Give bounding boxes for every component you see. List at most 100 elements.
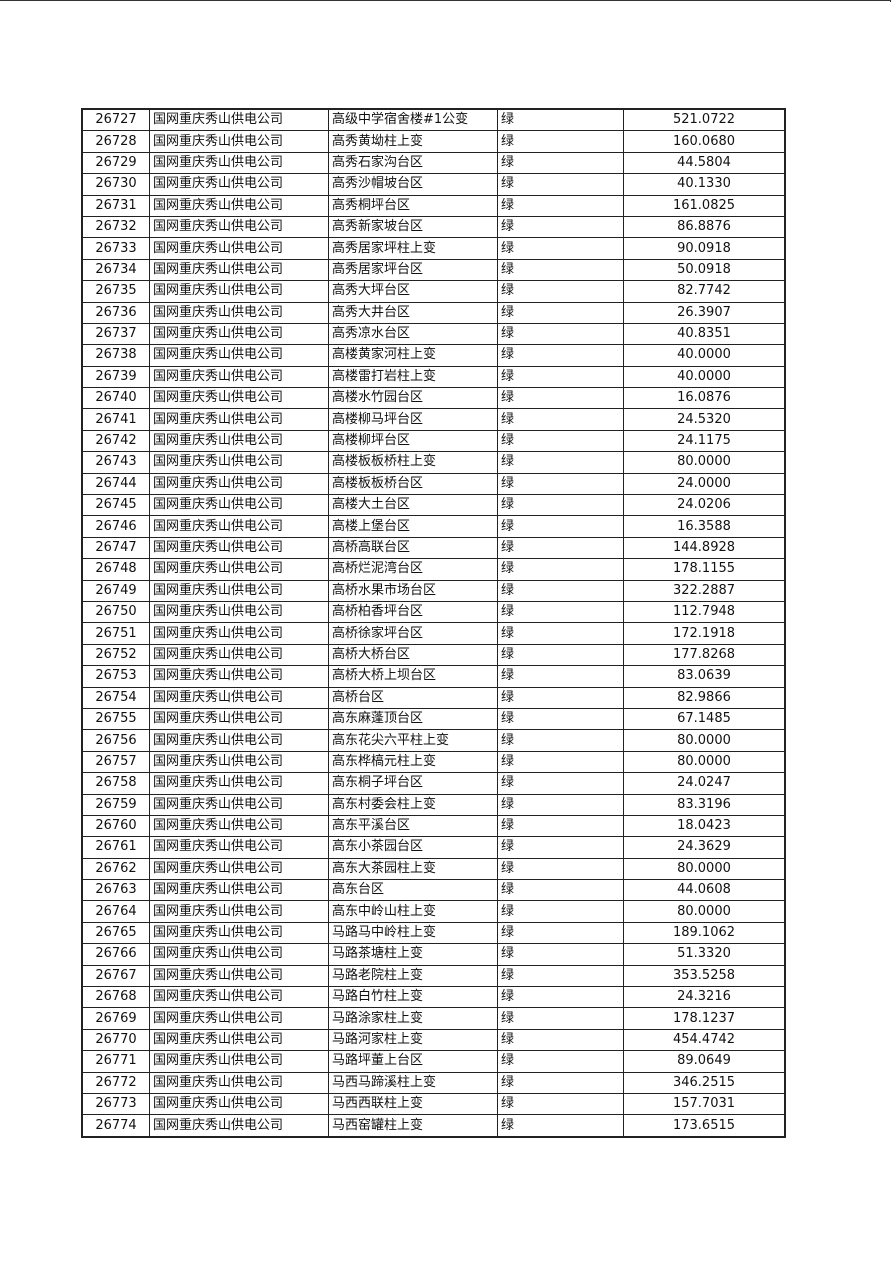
grade-cell: 绿 (497, 1050, 624, 1073)
table-row: 26739 国网重庆秀山供电公司 高楼雷打岩柱上变绿 40.0000 (81, 365, 786, 389)
station-name-cell: 高东村委会柱上变 (328, 793, 498, 816)
row-id-cell: 26744 (81, 472, 150, 496)
grade-cell: 绿 (497, 322, 624, 346)
table-row: 26754 国网重庆秀山供电公司 高桥台区绿 82.9866 (81, 686, 786, 709)
row-id-cell: 26762 (81, 857, 150, 881)
row-id-cell: 26749 (81, 579, 150, 602)
grade-cell: 绿 (497, 237, 624, 260)
table-row: 26760 国网重庆秀山供电公司 高东平溪台区绿 18.0423 (81, 814, 786, 838)
station-name-cell: 高楼黄家河柱上变 (328, 344, 498, 367)
station-name-cell: 高楼雷打岩柱上变 (328, 365, 498, 389)
value-cell: 40.8351 (623, 322, 786, 346)
station-name-cell: 高桥烂泥湾台区 (328, 558, 498, 581)
grade-cell: 绿 (497, 943, 624, 966)
value-cell: 40.1330 (623, 173, 786, 196)
value-cell: 353.5258 (623, 964, 786, 988)
value-cell: 178.1237 (623, 1007, 786, 1030)
table-row: 26762 国网重庆秀山供电公司 高东大茶园柱上变绿 80.0000 (81, 857, 786, 881)
company-cell: 国网重庆秀山供电公司 (149, 1092, 329, 1116)
value-cell: 44.5804 (623, 151, 786, 175)
value-cell: 40.0000 (623, 344, 786, 367)
value-cell: 24.0206 (623, 494, 786, 517)
table-row: 26745 国网重庆秀山供电公司 高楼大土台区绿 24.0206 (81, 494, 786, 517)
company-cell: 国网重庆秀山供电公司 (149, 429, 329, 453)
station-name-cell: 高楼板板桥台区 (328, 472, 498, 496)
company-cell: 国网重庆秀山供电公司 (149, 494, 329, 517)
row-id-cell: 26743 (81, 451, 150, 474)
value-cell: 24.0247 (623, 772, 786, 795)
value-cell: 24.3629 (623, 836, 786, 859)
value-cell: 90.0918 (623, 237, 786, 260)
station-name-cell: 高桥高联台区 (328, 536, 498, 560)
station-name-cell: 马路马中岭柱上变 (328, 921, 498, 945)
value-cell: 82.9866 (623, 686, 786, 709)
table-row: 26772 国网重庆秀山供电公司 马西马蹄溪柱上变绿 346.2515 (81, 1071, 786, 1094)
station-name-cell: 高桥台区 (328, 686, 498, 709)
grade-cell: 绿 (497, 921, 624, 945)
grade-cell: 绿 (497, 643, 624, 667)
company-cell: 国网重庆秀山供电公司 (149, 600, 329, 624)
value-cell: 67.1485 (623, 707, 786, 731)
value-cell: 18.0423 (623, 814, 786, 838)
grade-cell: 绿 (497, 451, 624, 474)
grade-cell: 绿 (497, 772, 624, 795)
row-id-cell: 26728 (81, 130, 150, 153)
grade-cell: 绿 (497, 707, 624, 731)
company-cell: 国网重庆秀山供电公司 (149, 301, 329, 324)
table-row: 26744 国网重庆秀山供电公司 高楼板板桥台区绿 24.0000 (81, 472, 786, 496)
page-corner-mark (890, 0, 891, 2)
row-id-cell: 26760 (81, 814, 150, 838)
table-row: 26757 国网重庆秀山供电公司 高东桦槁元柱上变绿 80.0000 (81, 750, 786, 774)
table-row: 26758 国网重庆秀山供电公司 高东桐子坪台区绿 24.0247 (81, 772, 786, 795)
station-name-cell: 高秀新家坡台区 (328, 215, 498, 239)
value-cell: 82.7742 (623, 280, 786, 303)
grade-cell: 绿 (497, 986, 624, 1009)
value-cell: 16.3588 (623, 515, 786, 538)
row-id-cell: 26756 (81, 729, 150, 752)
table-row: 26767 国网重庆秀山供电公司 马路老院柱上变绿 353.5258 (81, 964, 786, 988)
row-id-cell: 26761 (81, 836, 150, 859)
company-cell: 国网重庆秀山供电公司 (149, 173, 329, 196)
table-row: 26742 国网重庆秀山供电公司 高楼柳坪台区绿 24.1175 (81, 429, 786, 453)
row-id-cell: 26731 (81, 194, 150, 217)
company-cell: 国网重庆秀山供电公司 (149, 387, 329, 410)
station-name-cell: 高东平溪台区 (328, 814, 498, 838)
row-id-cell: 26748 (81, 558, 150, 581)
grade-cell: 绿 (497, 900, 624, 923)
station-name-cell: 马西窑罐柱上变 (328, 1114, 498, 1138)
value-cell: 112.7948 (623, 600, 786, 624)
table-row: 26731 国网重庆秀山供电公司 高秀桐坪台区绿 161.0825 (81, 194, 786, 217)
table-body: 26727 国网重庆秀山供电公司 高级中学宿舍楼#1公变绿 521.0722 26728… (81, 108, 786, 1138)
station-name-cell: 高秀桐坪台区 (328, 194, 498, 217)
row-id-cell: 26729 (81, 151, 150, 175)
company-cell: 国网重庆秀山供电公司 (149, 258, 329, 282)
table-row: 26749 国网重庆秀山供电公司 高桥水果市场台区绿 322.2887 (81, 579, 786, 602)
grade-cell: 绿 (497, 472, 624, 496)
table-row: 26741 国网重庆秀山供电公司 高楼柳马坪台区绿 24.5320 (81, 408, 786, 431)
station-name-cell: 高桥大桥台区 (328, 643, 498, 667)
row-id-cell: 26772 (81, 1071, 150, 1094)
table-row: 26756 国网重庆秀山供电公司 高东花尖六平柱上变绿 80.0000 (81, 729, 786, 752)
value-cell: 24.0000 (623, 472, 786, 496)
value-cell: 83.0639 (623, 665, 786, 688)
grade-cell: 绿 (497, 365, 624, 389)
station-name-cell: 高秀大井台区 (328, 301, 498, 324)
row-id-cell: 26752 (81, 643, 150, 667)
station-name-cell: 高秀石家沟台区 (328, 151, 498, 175)
row-id-cell: 26774 (81, 1114, 150, 1138)
table-row: 26740 国网重庆秀山供电公司 高楼水竹园台区绿 16.0876 (81, 387, 786, 410)
company-cell: 国网重庆秀山供电公司 (149, 1007, 329, 1030)
row-id-cell: 26739 (81, 365, 150, 389)
company-cell: 国网重庆秀山供电公司 (149, 729, 329, 752)
station-name-cell: 高东花尖六平柱上变 (328, 729, 498, 752)
grade-cell: 绿 (497, 494, 624, 517)
company-cell: 国网重庆秀山供电公司 (149, 665, 329, 688)
row-id-cell: 26732 (81, 215, 150, 239)
company-cell: 国网重庆秀山供电公司 (149, 707, 329, 731)
row-id-cell: 26770 (81, 1028, 150, 1052)
company-cell: 国网重庆秀山供电公司 (149, 879, 329, 902)
row-id-cell: 26745 (81, 494, 150, 517)
grade-cell: 绿 (497, 151, 624, 175)
station-name-cell: 马路老院柱上变 (328, 964, 498, 988)
table-row: 26748 国网重庆秀山供电公司 高桥烂泥湾台区绿 178.1155 (81, 558, 786, 581)
